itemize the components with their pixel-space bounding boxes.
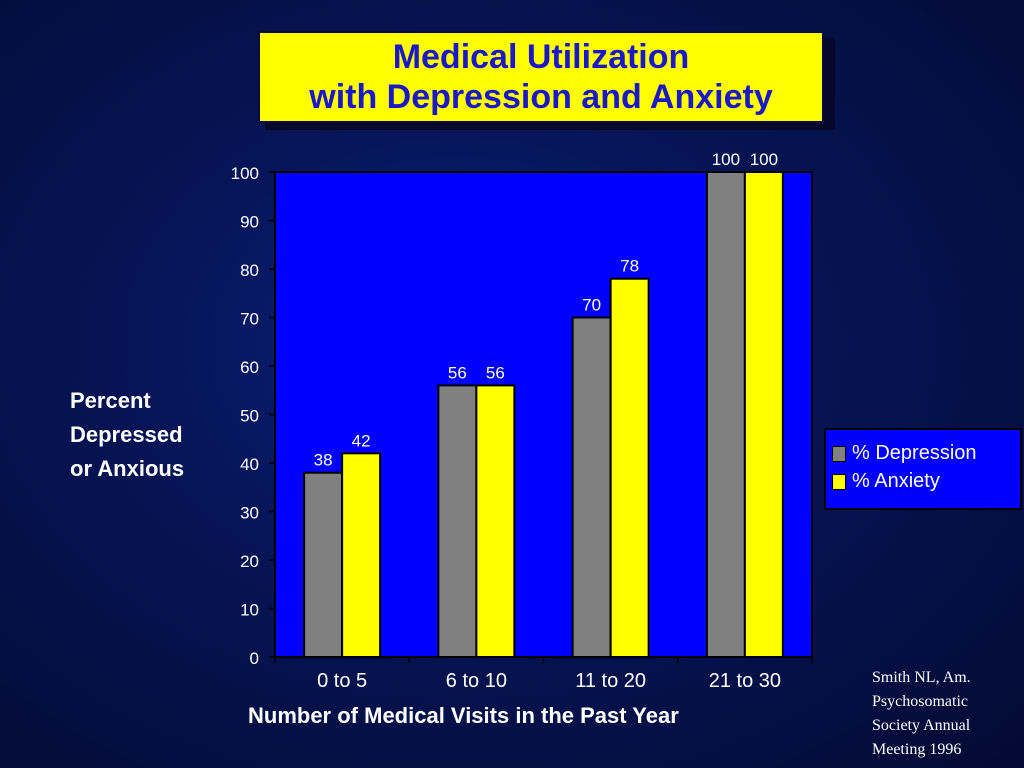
x-tick-label: 11 to 20 <box>575 670 646 692</box>
chart-title: Medical Utilization with Depression and … <box>258 31 824 123</box>
data-label-anxiety: 78 <box>620 257 639 276</box>
data-label-anxiety: 56 <box>486 363 505 382</box>
legend-item-anxiety: % Anxiety <box>832 470 940 493</box>
bar-depression <box>705 171 746 658</box>
bar-anxiety <box>609 277 650 658</box>
data-label-depression: 56 <box>448 363 467 382</box>
data-label-anxiety: 100 <box>750 150 778 169</box>
y-tick-label: 30 <box>240 504 259 523</box>
legend: % Depression % Anxiety <box>824 428 1022 510</box>
legend-item-depression: % Depression <box>832 442 977 465</box>
y-tick-label: 40 <box>240 455 259 474</box>
x-axis-label: Number of Medical Visits in the Past Yea… <box>248 703 679 728</box>
y-axis-label-line1: Percent <box>70 388 151 413</box>
chart-title-line1: Medical Utilization <box>392 38 690 76</box>
bar-anxiety <box>475 384 516 658</box>
legend-swatch-depression <box>832 445 846 462</box>
y-tick-label: 10 <box>240 601 259 620</box>
y-tick-label: 90 <box>240 213 259 232</box>
data-label-depression: 70 <box>582 296 601 315</box>
y-tick-label: 70 <box>240 310 259 329</box>
y-tick-label: 100 <box>231 164 259 183</box>
bar-depression <box>571 316 612 658</box>
bar-depression <box>303 471 344 659</box>
y-axis-label-line2: Depressed <box>70 422 183 447</box>
bar-anxiety <box>743 171 784 658</box>
data-label-depression: 100 <box>712 150 740 169</box>
citation-line1: Smith NL, Am. <box>872 669 971 686</box>
bar-anxiety <box>341 452 382 658</box>
y-tick-label: 20 <box>240 552 259 571</box>
legend-label-anxiety: % Anxiety <box>852 470 940 492</box>
legend-label-depression: % Depression <box>852 442 977 464</box>
y-tick-label: 0 <box>250 649 259 668</box>
citation: Smith NL, Am. Psychosomatic Society Annu… <box>872 666 971 762</box>
y-axis-label: Percent Depressed or Anxious <box>70 384 184 486</box>
citation-line4: Meeting 1996 <box>872 741 962 758</box>
x-tick-label: 21 to 30 <box>709 670 781 692</box>
data-label-depression: 38 <box>314 451 333 470</box>
bar-depression <box>437 384 478 658</box>
y-tick-label: 50 <box>240 407 259 426</box>
x-tick-label: 0 to 5 <box>317 670 367 692</box>
x-tick-label: 6 to 10 <box>446 670 507 692</box>
y-tick-label: 60 <box>240 358 259 377</box>
data-label-anxiety: 42 <box>352 431 371 450</box>
chart-title-line2: with Depression and Anxiety <box>309 78 773 116</box>
citation-line3: Society Annual <box>872 717 971 734</box>
y-tick-label: 80 <box>240 261 259 280</box>
y-axis-label-line3: or Anxious <box>70 456 185 481</box>
legend-swatch-anxiety <box>832 473 846 490</box>
citation-line2: Psychosomatic <box>872 693 968 710</box>
